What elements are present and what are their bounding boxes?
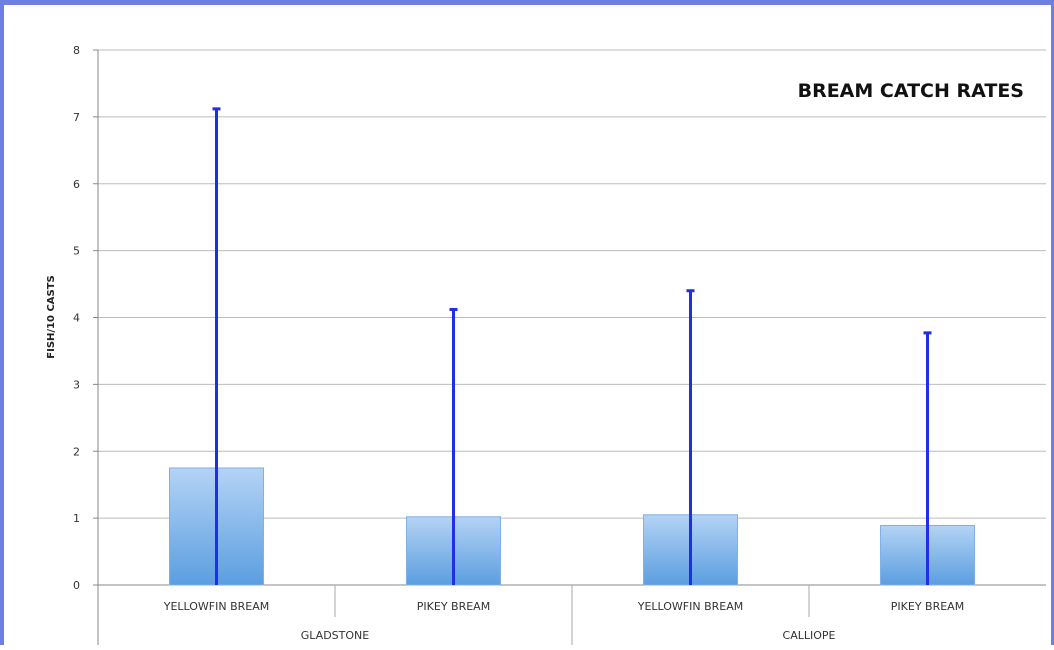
y-tick-label: 1 [73,512,80,525]
y-tick-label: 7 [73,111,80,124]
category-label: PIKEY BREAM [891,600,964,613]
y-tick-label: 3 [73,378,80,391]
gridlines [98,49,1046,519]
error-bars [212,107,932,585]
category-label: YELLOWFIN BREAM [163,600,270,613]
y-tick-label: 6 [73,178,80,191]
group-label: CALLIOPE [783,629,836,642]
category-label: YELLOWFIN BREAM [637,600,744,613]
y-tick-labels: 0 1 2 3 4 5 6 7 8 [73,44,80,592]
y-tick-label: 4 [73,312,80,325]
y-axis-label: FISH/10 CASTS [46,275,57,358]
category-labels: YELLOWFIN BREAM PIKEY BREAM YELLOWFIN BREA… [163,600,964,642]
category-label: PIKEY BREAM [417,600,490,613]
group-label: GLADSTONE [301,629,369,642]
y-tick-label: 8 [73,44,80,57]
y-tick-label: 2 [73,445,80,458]
y-tick-label: 0 [73,579,80,592]
y-tick-label: 5 [73,245,80,258]
bars [169,467,975,586]
chart-title: BREAM CATCH RATES [798,80,1024,102]
